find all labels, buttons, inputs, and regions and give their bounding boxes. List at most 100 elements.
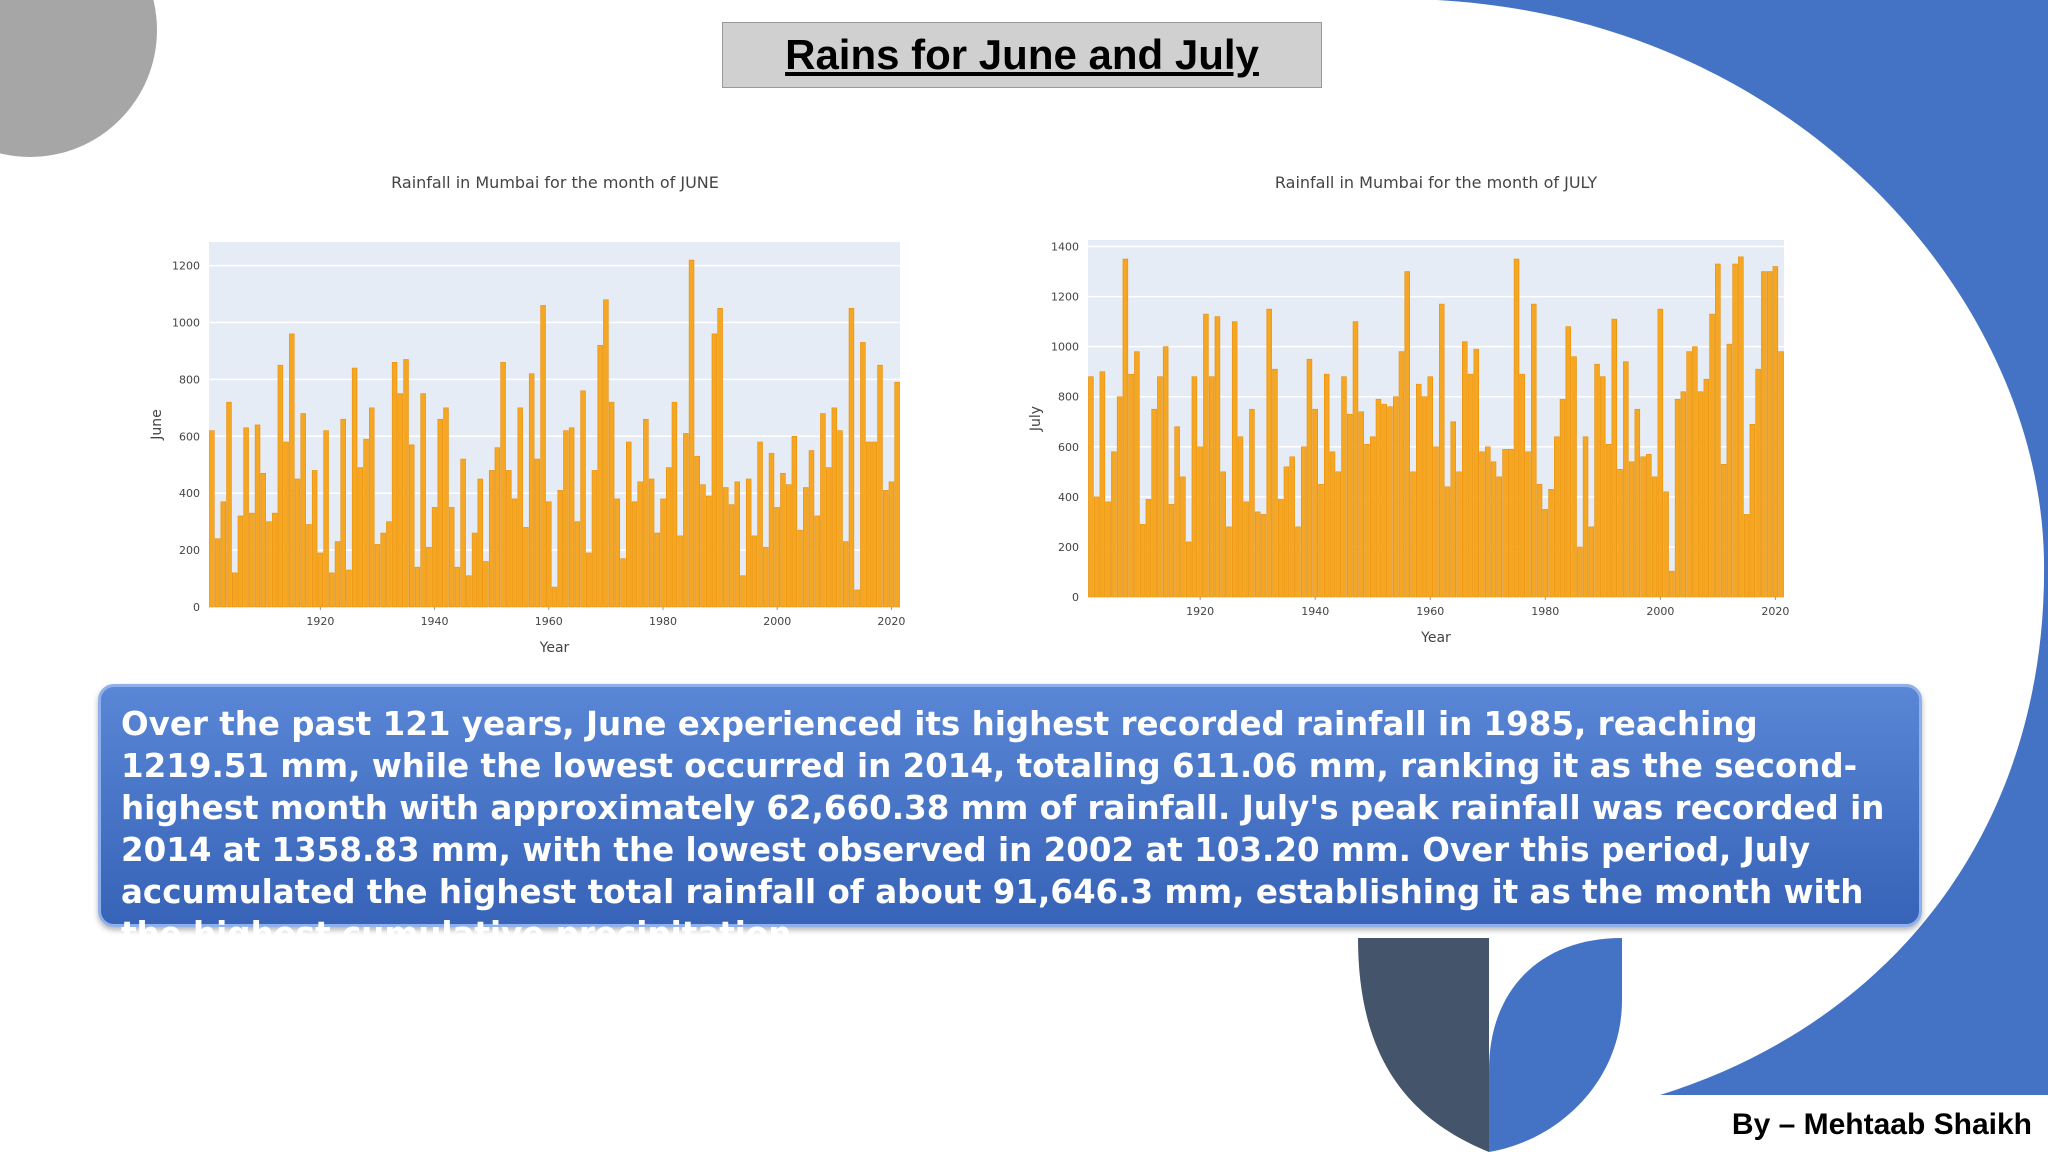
bar	[1300, 446, 1307, 598]
y-tick-label: 1000	[172, 317, 200, 330]
x-tick-label: 2000	[1646, 605, 1674, 618]
bar	[1295, 526, 1301, 598]
bar	[797, 529, 803, 608]
bar	[1099, 371, 1106, 598]
bar	[243, 427, 249, 608]
bar	[1594, 363, 1600, 598]
chart-title: Rainfall in Mumbai for the month of JUNE	[391, 173, 719, 192]
y-tick-label: 0	[193, 601, 200, 614]
bar	[500, 362, 506, 608]
bar	[763, 546, 769, 608]
bar	[1743, 514, 1750, 598]
x-tick-label: 1980	[1531, 605, 1559, 618]
bar	[1479, 451, 1485, 598]
bar	[1111, 451, 1117, 598]
bar	[665, 467, 672, 608]
bar	[260, 472, 266, 608]
bar	[1226, 526, 1232, 598]
leaf-dark	[1358, 938, 1489, 1152]
x-tick-label: 1940	[421, 615, 449, 628]
bar	[454, 566, 461, 608]
bar	[317, 552, 324, 608]
bar	[614, 498, 621, 608]
slide-title: Rains for June and July	[722, 22, 1322, 88]
bar	[1617, 469, 1623, 598]
author: By – Mehtaab Shaikh	[1731, 1108, 2032, 1141]
y-tick-label: 800	[179, 373, 200, 386]
bar	[1778, 351, 1784, 598]
bar	[1548, 489, 1554, 598]
bar	[557, 490, 563, 608]
bar	[346, 569, 352, 608]
bar	[1277, 499, 1284, 598]
bar	[1542, 509, 1549, 598]
bar	[1502, 448, 1508, 598]
bar	[1571, 356, 1577, 598]
bar	[814, 515, 820, 608]
bar	[1283, 466, 1290, 598]
bar	[311, 470, 318, 608]
bar	[271, 512, 278, 608]
bar	[1421, 396, 1428, 598]
bar	[1318, 484, 1324, 598]
bar	[831, 407, 838, 608]
bar	[1139, 524, 1146, 598]
bar	[768, 453, 775, 608]
bar	[808, 450, 815, 608]
bar	[306, 524, 312, 608]
bar	[1352, 321, 1359, 598]
bar	[1669, 570, 1675, 598]
bar	[1237, 436, 1244, 598]
bar	[249, 512, 255, 608]
bar	[774, 507, 780, 608]
bar	[780, 472, 786, 608]
blue-shape	[1437, 0, 2048, 1095]
x-axis-label: Year	[539, 640, 570, 656]
x-tick-label: 2020	[877, 615, 905, 628]
bar	[1467, 373, 1474, 598]
bar	[1663, 491, 1669, 598]
bar	[1266, 308, 1272, 598]
bar	[1766, 271, 1773, 598]
bar	[1749, 423, 1756, 598]
bar	[877, 364, 883, 608]
bar	[226, 401, 232, 608]
bar	[403, 359, 409, 608]
bar	[1720, 464, 1727, 598]
bar	[1375, 398, 1382, 598]
x-tick-label: 1920	[1186, 605, 1214, 618]
bar	[391, 362, 398, 608]
bar	[723, 487, 729, 608]
y-tick-label: 1400	[1051, 241, 1079, 254]
bar	[397, 393, 404, 608]
bar	[351, 367, 358, 608]
bar	[608, 401, 615, 608]
bar	[1162, 346, 1169, 598]
bar	[1323, 373, 1330, 598]
bar	[409, 444, 415, 608]
bar	[871, 441, 878, 608]
bar	[1243, 501, 1249, 598]
bar	[1536, 484, 1543, 598]
bar	[1651, 476, 1658, 598]
x-tick-label: 1920	[306, 615, 334, 628]
bar	[488, 470, 495, 608]
bar	[740, 575, 746, 608]
bar	[734, 481, 740, 608]
bar	[528, 373, 535, 608]
bar	[546, 501, 552, 608]
bar	[1369, 436, 1376, 598]
bar	[1157, 376, 1163, 598]
bar	[1697, 391, 1704, 598]
bar	[1220, 471, 1226, 598]
bar	[1686, 351, 1692, 598]
bar	[1260, 514, 1267, 598]
bar	[420, 393, 426, 608]
bar	[1508, 448, 1514, 598]
bar	[1772, 266, 1779, 598]
bar	[1116, 396, 1123, 598]
bar	[620, 558, 626, 608]
bar	[1427, 376, 1433, 598]
bar	[745, 478, 752, 608]
